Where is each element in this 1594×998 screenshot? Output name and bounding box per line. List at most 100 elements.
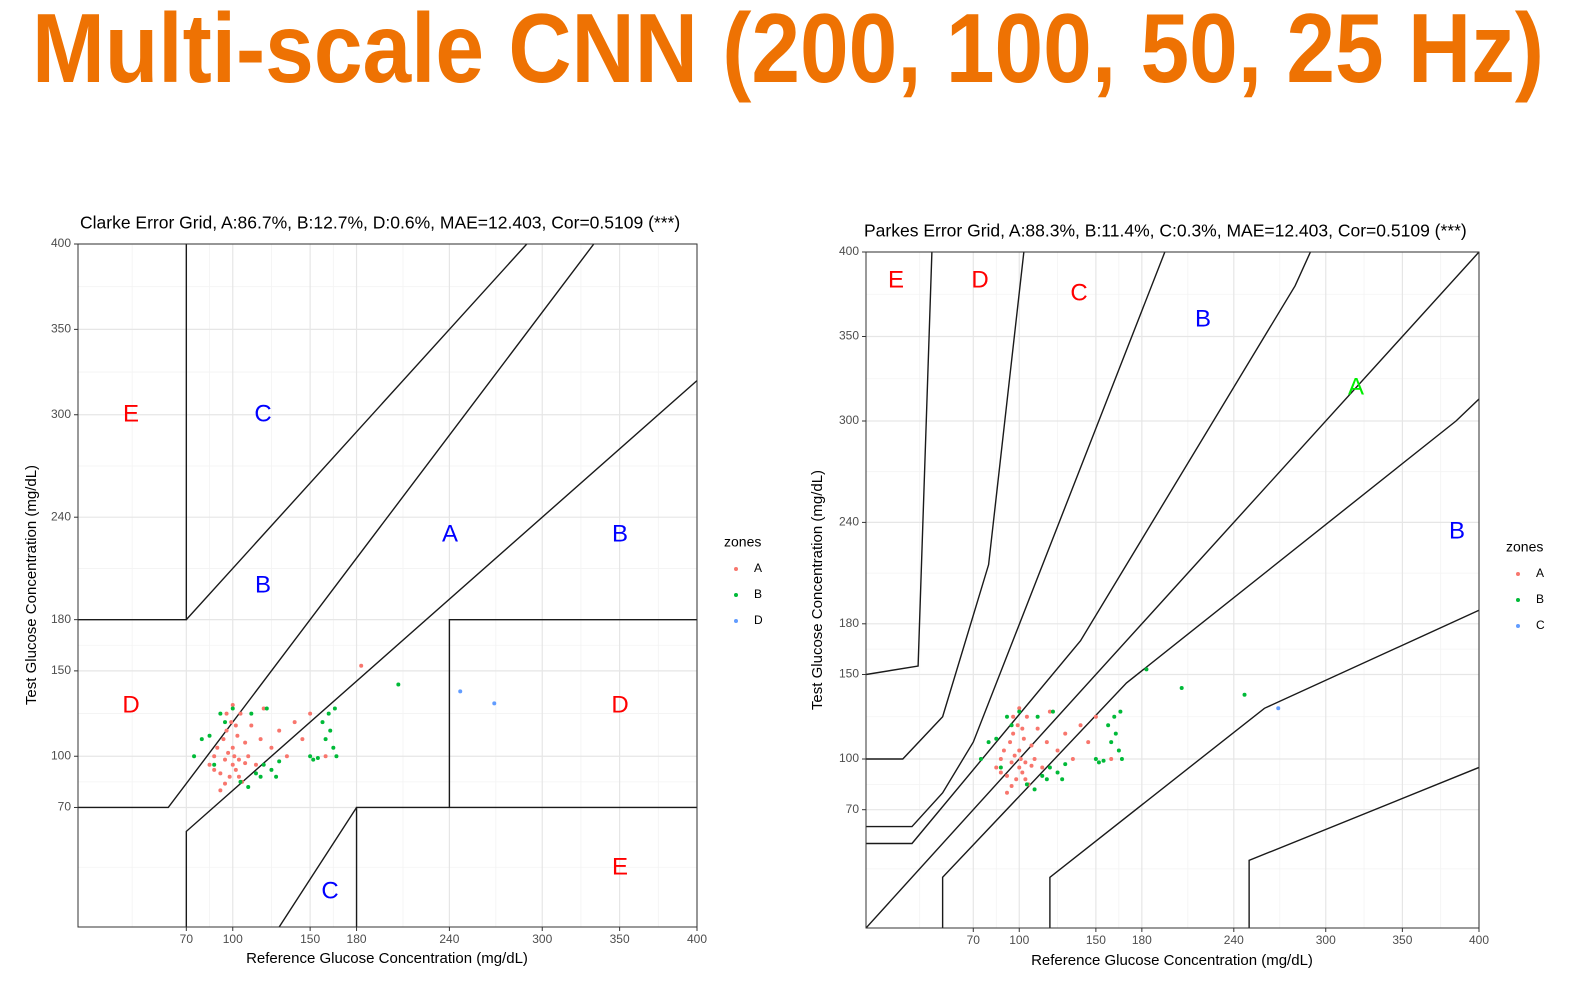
y-tick-label: 400 xyxy=(839,244,859,258)
point xyxy=(1118,709,1123,714)
zone-boundaries xyxy=(866,252,1479,928)
point xyxy=(223,757,228,762)
point xyxy=(300,737,305,742)
point xyxy=(1055,770,1060,775)
x-tick-label: 100 xyxy=(1009,933,1029,947)
x-tick-label: 180 xyxy=(1132,933,1152,947)
legend-marker xyxy=(1516,572,1520,576)
point xyxy=(359,663,364,668)
point xyxy=(1112,714,1117,719)
point xyxy=(1032,757,1037,761)
y-tick-label: 70 xyxy=(58,800,72,814)
x-axis-label: Reference Glucose Concentration (mg/dL) xyxy=(246,950,528,967)
point xyxy=(230,745,235,750)
point xyxy=(1276,706,1281,711)
point xyxy=(1040,773,1045,778)
zone-boundary xyxy=(278,807,358,927)
legend-marker xyxy=(734,593,738,597)
point xyxy=(986,740,991,745)
point xyxy=(232,754,237,759)
point xyxy=(274,774,279,779)
point xyxy=(1004,714,1009,719)
point xyxy=(1024,714,1029,719)
zone-boundary xyxy=(866,252,1312,845)
point xyxy=(320,720,325,725)
point xyxy=(246,754,251,759)
y-tick-label: 400 xyxy=(51,236,71,250)
point xyxy=(284,754,289,759)
zone-label: A xyxy=(442,520,458,547)
point xyxy=(1014,777,1019,782)
point xyxy=(261,706,266,711)
zone-label: B xyxy=(255,571,271,598)
point xyxy=(1029,743,1034,748)
zone-label: C xyxy=(1070,279,1087,306)
point xyxy=(1047,765,1052,770)
x-tick-label: 350 xyxy=(610,932,630,946)
point xyxy=(998,757,1003,761)
zone-boundary xyxy=(185,380,697,927)
point xyxy=(207,762,212,767)
point xyxy=(1009,723,1014,728)
y-tick-label: 180 xyxy=(839,616,859,630)
point xyxy=(1044,777,1049,782)
zone-boundary xyxy=(1049,609,1479,928)
plot-border xyxy=(865,251,1480,929)
y-tick-label: 240 xyxy=(839,515,859,529)
point xyxy=(258,737,263,742)
point xyxy=(1109,740,1114,745)
y-tick-label: 150 xyxy=(51,663,71,677)
point xyxy=(230,762,235,767)
point xyxy=(277,728,282,733)
point xyxy=(1017,706,1022,711)
point xyxy=(1017,748,1022,753)
point xyxy=(269,767,274,772)
zone-label: C xyxy=(254,400,271,427)
legend-label: A xyxy=(1536,566,1544,580)
y-tick-label: 100 xyxy=(51,748,71,762)
x-tick-label: 300 xyxy=(1316,933,1336,947)
point xyxy=(1012,753,1017,758)
point xyxy=(1050,709,1055,714)
plot-border xyxy=(77,243,698,928)
zone-boundary xyxy=(1248,766,1479,928)
point xyxy=(308,754,313,759)
point xyxy=(311,757,316,762)
point xyxy=(1093,757,1098,761)
page-title: Multi-scale CNN (200, 100, 50, 25 Hz) xyxy=(32,0,1544,103)
point xyxy=(243,761,248,766)
zone-label: E xyxy=(612,853,628,880)
point xyxy=(212,767,217,772)
point xyxy=(332,706,337,711)
legend-label: D xyxy=(754,613,763,627)
zone-label: E xyxy=(888,266,904,293)
legend-label: C xyxy=(1536,618,1545,632)
point xyxy=(292,720,297,725)
point xyxy=(230,706,235,711)
point xyxy=(323,754,328,759)
point xyxy=(1063,762,1068,767)
point xyxy=(229,720,234,725)
zone-boundary xyxy=(941,398,1479,928)
zone-boundary xyxy=(866,252,1166,828)
point xyxy=(492,701,497,706)
point xyxy=(233,723,238,728)
point xyxy=(238,779,243,784)
point xyxy=(334,754,339,759)
point xyxy=(396,682,401,687)
point xyxy=(1015,723,1020,728)
legend-marker xyxy=(1516,624,1520,628)
zone-boundary xyxy=(866,252,933,676)
legend-label: B xyxy=(1536,592,1544,606)
point xyxy=(236,757,241,762)
point xyxy=(1109,757,1114,761)
zone-boundary xyxy=(866,252,1025,760)
x-tick-label: 350 xyxy=(1392,933,1412,947)
point xyxy=(1017,709,1022,714)
zone-label: A xyxy=(1348,373,1364,400)
point xyxy=(224,711,229,716)
point xyxy=(212,762,217,767)
point xyxy=(326,711,331,716)
x-tick-label: 300 xyxy=(532,932,552,946)
